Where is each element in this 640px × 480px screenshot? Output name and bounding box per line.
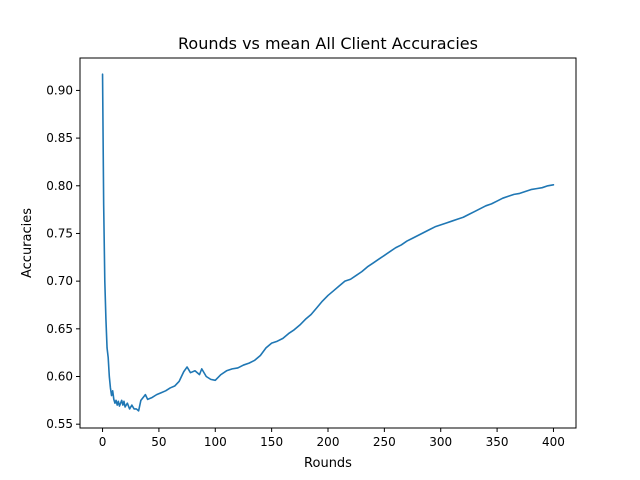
y-tick-label: 0.90: [46, 83, 73, 97]
x-axis: 0 50 100 150 200 250 300 350 400: [99, 428, 565, 449]
y-tick-label: 0.80: [46, 179, 73, 193]
x-axis-label: Rounds: [304, 456, 352, 471]
axes-frame: [79, 57, 577, 429]
x-tick-label: 350: [486, 435, 509, 449]
x-tick-label: 250: [373, 435, 396, 449]
x-tick-label: 50: [151, 435, 166, 449]
series-line-0: [101, 73, 555, 412]
x-tick-label: 100: [204, 435, 227, 449]
y-tick-label: 0.70: [46, 274, 73, 288]
y-axis-label: Accuracies: [20, 208, 35, 278]
chart-title: Rounds vs mean All Client Accuracies: [178, 34, 478, 53]
y-axis: 0.55 0.60 0.65 0.70 0.75 0.80 0.85 0.90: [46, 83, 80, 431]
y-tick-label: 0.75: [46, 226, 73, 240]
plot-area: [101, 73, 555, 412]
x-tick-label: 300: [429, 435, 452, 449]
x-tick-label: 150: [260, 435, 283, 449]
y-tick-label: 0.85: [46, 131, 73, 145]
x-tick-label: 200: [317, 435, 340, 449]
x-tick-label: 0: [99, 435, 107, 449]
y-tick-label: 0.60: [46, 370, 73, 384]
y-tick-label: 0.65: [46, 322, 73, 336]
x-tick-label: 400: [542, 435, 565, 449]
y-tick-label: 0.55: [46, 417, 73, 431]
